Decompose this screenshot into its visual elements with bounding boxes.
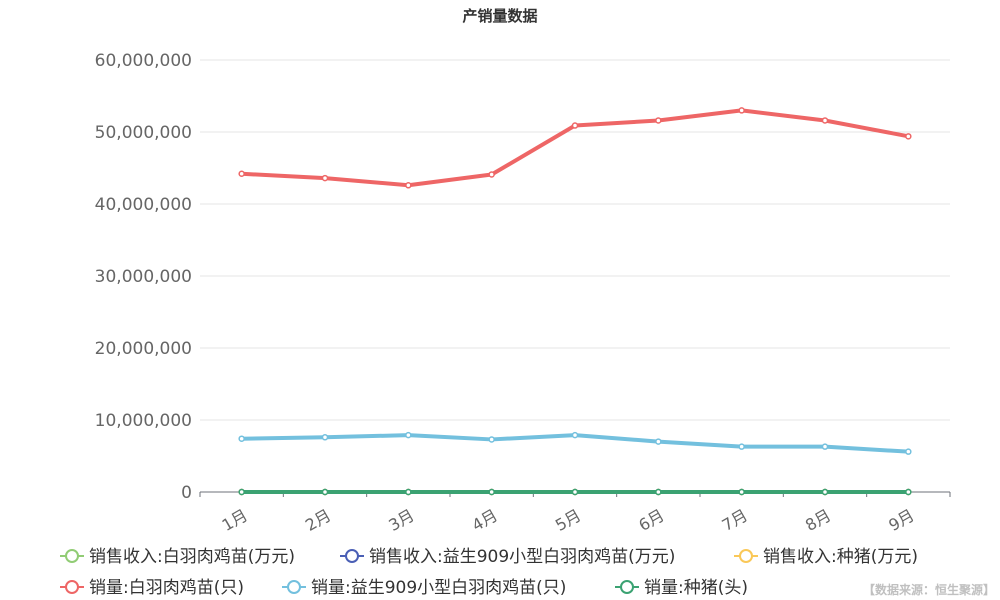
data-point[interactable] (405, 182, 412, 189)
y-tick-label: 0 (181, 483, 192, 503)
data-point[interactable] (655, 438, 662, 445)
data-point[interactable] (738, 107, 745, 114)
x-tick-label: 9月 (885, 505, 917, 535)
data-point[interactable] (738, 488, 745, 496)
legend-marker-icon (65, 549, 79, 563)
chart-title: 产销量数据 (462, 7, 537, 25)
grid-lines (200, 59, 950, 421)
x-tick-label: 2月 (302, 505, 334, 535)
data-point[interactable] (655, 117, 662, 124)
x-tick-label: 5月 (552, 505, 584, 535)
data-point[interactable] (821, 117, 829, 124)
y-tick-label: 10,000,000 (95, 411, 192, 431)
y-tick-label: 30,000,000 (95, 267, 192, 287)
series-line (239, 108, 911, 188)
x-tick-label: 4月 (469, 505, 501, 535)
legend-marker-icon (345, 549, 359, 563)
legend-item[interactable]: 销售收入:种猪(万元) (734, 547, 918, 567)
x-tick-label: 3月 (385, 505, 417, 535)
data-point[interactable] (571, 431, 579, 439)
legend-marker-icon (620, 580, 634, 594)
legend-label: 销售收入:益生909小型白羽肉鸡苗(万元) (369, 547, 675, 567)
legend-label: 销售收入:白羽肉鸡苗(万元) (89, 547, 295, 567)
data-point[interactable] (238, 435, 245, 442)
y-tick-label: 20,000,000 (95, 339, 192, 359)
legend-label: 销量:种猪(头) (644, 578, 748, 598)
x-tick-label: 6月 (635, 505, 667, 535)
x-axis: 1月 2月 3月 4月 5月 6月 7月 8月 9月 (199, 491, 951, 535)
series-5 (238, 431, 912, 455)
data-point[interactable] (821, 443, 829, 450)
x-tick-label: 8月 (802, 505, 834, 535)
data-point[interactable] (488, 436, 495, 443)
legend-label: 销量:益生909小型白羽肉鸡苗(只) (311, 578, 566, 598)
data-point[interactable] (321, 434, 329, 441)
x-tick-label: 1月 (219, 505, 251, 535)
data-point[interactable] (238, 170, 245, 178)
legend-item[interactable]: 销量:益生909小型白羽肉鸡苗(只) (282, 578, 566, 598)
y-tick-label: 60,000,000 (95, 51, 192, 71)
data-point[interactable] (238, 488, 245, 496)
data-point[interactable] (321, 488, 329, 496)
y-axis: 0 10,000,000 20,000,000 30,000,000 40,000,00… (95, 51, 192, 503)
legend-label: 销量:白羽肉鸡苗(只) (89, 578, 244, 598)
series-6 (238, 488, 912, 496)
source-label: 【数据来源：恒生聚源】 (863, 582, 995, 597)
legend-item[interactable]: 销量:种猪(头) (615, 578, 748, 598)
legend-item[interactable]: 销售收入:益生909小型白羽肉鸡苗(万元) (340, 547, 675, 567)
data-point[interactable] (405, 488, 412, 496)
data-point[interactable] (905, 133, 912, 140)
data-point[interactable] (321, 174, 329, 182)
data-point[interactable] (488, 171, 495, 178)
data-point[interactable] (905, 488, 912, 496)
legend-marker-icon (739, 549, 753, 563)
data-point[interactable] (571, 488, 579, 496)
series-4 (238, 107, 912, 189)
x-tick-label: 7月 (719, 505, 751, 535)
y-tick-label: 40,000,000 (95, 195, 192, 215)
data-point[interactable] (821, 488, 829, 496)
series-group (238, 107, 912, 496)
data-point[interactable] (571, 122, 579, 129)
data-point[interactable] (488, 488, 495, 496)
legend-marker-icon (65, 580, 79, 594)
data-point[interactable] (655, 488, 662, 496)
legend-label: 销售收入:种猪(万元) (763, 547, 918, 567)
legend-item[interactable]: 销售收入:白羽肉鸡苗(万元) (60, 547, 295, 567)
y-tick-label: 50,000,000 (95, 123, 192, 143)
legend-item[interactable]: 销量:白羽肉鸡苗(只) (60, 578, 244, 598)
legend[interactable]: 销售收入:白羽肉鸡苗(万元) 销售收入:益生909小型白羽肉鸡苗(万元) 销售收入:… (60, 547, 918, 598)
data-point[interactable] (738, 443, 745, 450)
data-point[interactable] (905, 448, 912, 455)
data-point[interactable] (405, 431, 412, 439)
legend-marker-icon (287, 580, 301, 594)
